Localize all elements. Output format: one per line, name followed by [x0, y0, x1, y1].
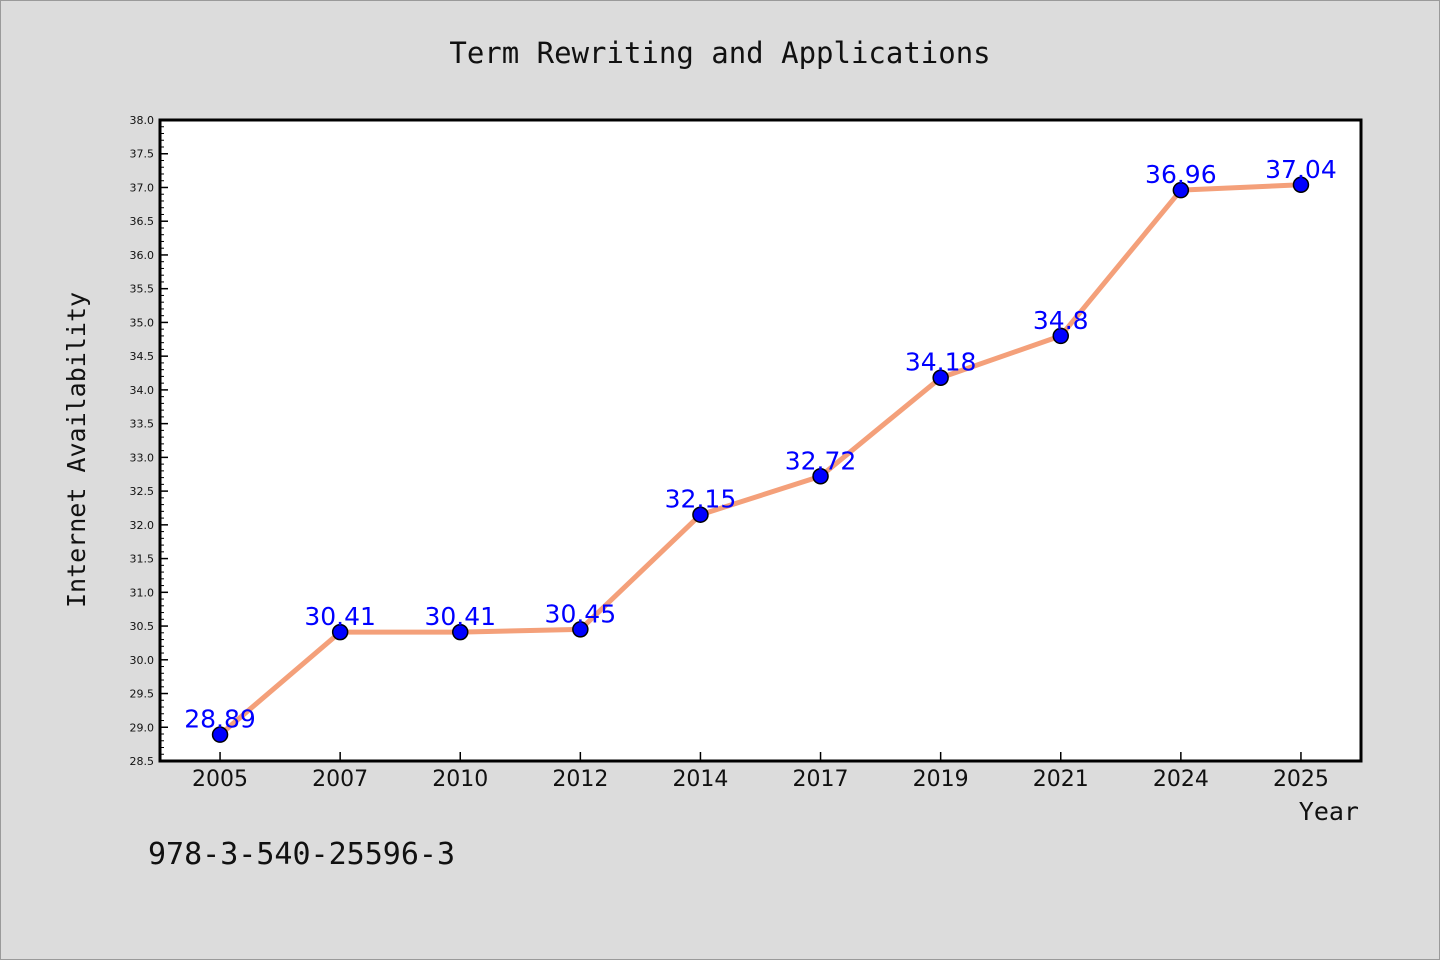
y-tick-label: 32.0	[130, 519, 155, 532]
y-tick-label: 30.0	[130, 654, 155, 667]
data-point	[932, 369, 949, 386]
y-tick-label: 37.0	[130, 181, 155, 194]
data-label: 37.04	[1265, 155, 1337, 184]
data-label: 28.89	[184, 705, 256, 734]
data-point	[1052, 327, 1069, 345]
data-point	[1172, 181, 1190, 199]
data-labels: 28.89 30.41 30.41 30.45 32.15 32.72 34.18 34.8 3…	[184, 155, 1336, 734]
chart-title: Term Rewriting and Applications	[449, 36, 990, 70]
data-point	[572, 621, 589, 638]
data-label: 32.15	[665, 485, 737, 514]
data-point	[1292, 176, 1310, 194]
x-tick-label: 2010	[432, 767, 488, 792]
data-point	[331, 623, 349, 641]
series-line	[218, 182, 1302, 737]
x-tick-label: 2007	[312, 767, 368, 792]
data-points	[211, 176, 1310, 743]
x-axis-ticks: 2005 2007 2010 2012 2014 2017 2019 2021 2024 2025	[192, 752, 1329, 792]
x-tick-label: 2021	[1033, 767, 1089, 792]
y-tick-label: 33.0	[130, 451, 155, 464]
x-axis-label: Year	[1299, 797, 1359, 826]
data-label: 30.41	[424, 602, 496, 631]
y-tick-label: 37.5	[130, 148, 155, 161]
x-tick-label: 2024	[1153, 767, 1209, 792]
y-tick-label: 34.5	[130, 350, 155, 363]
data-label: 34.18	[905, 348, 977, 377]
data-point	[211, 726, 229, 743]
y-tick-label: 32.5	[130, 485, 155, 498]
data-label: 30.41	[304, 602, 376, 631]
x-tick-label: 2012	[552, 767, 608, 792]
y-axis-ticks: 28.5 29.0 29.5 30.0 30.5 31.0 31.5 32.0 32.5 33.0…	[130, 114, 168, 768]
y-tick-label: 28.5	[130, 755, 155, 768]
y-tick-label: 35.0	[130, 316, 155, 329]
plot-area	[158, 118, 1363, 763]
y-tick-label: 38.0	[130, 114, 155, 127]
y-tick-label: 31.5	[130, 553, 155, 566]
y-axis-label: Internet Availability	[62, 292, 91, 608]
x-tick-label: 2019	[913, 767, 969, 792]
x-tick-label: 2014	[672, 767, 728, 792]
data-point	[452, 623, 469, 641]
x-tick-label: 2017	[793, 767, 849, 792]
data-point	[812, 468, 829, 485]
data-label: 34.8	[1033, 306, 1089, 335]
y-tick-label: 29.0	[130, 721, 155, 734]
x-tick-label: 2025	[1273, 767, 1329, 792]
y-tick-label: 30.5	[130, 620, 155, 633]
y-tick-label: 33.5	[130, 418, 155, 431]
data-label: 36.96	[1145, 160, 1217, 189]
y-tick-label: 35.5	[130, 283, 155, 296]
data-label: 30.45	[545, 599, 617, 628]
data-label: 32.72	[785, 446, 857, 475]
data-point	[692, 506, 709, 523]
x-tick-label: 2005	[192, 767, 248, 792]
y-tick-label: 29.5	[130, 688, 155, 701]
y-tick-label: 36.5	[130, 215, 155, 228]
y-tick-label: 31.0	[130, 586, 155, 599]
y-tick-label: 34.0	[130, 384, 155, 397]
y-tick-label: 36.0	[130, 249, 155, 262]
footer-code: 978-3-540-25596-3	[148, 837, 455, 872]
